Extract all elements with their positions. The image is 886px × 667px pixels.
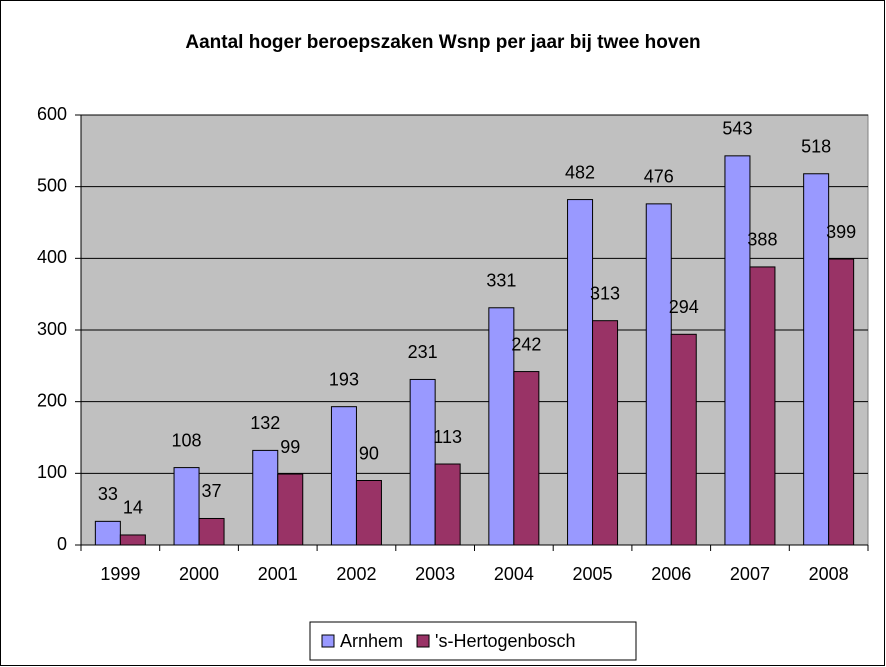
legend-label: Arnhem [340, 631, 403, 651]
x-tick-label: 2008 [809, 564, 849, 584]
bar [94, 520, 121, 546]
y-tick-label: 400 [37, 247, 67, 267]
y-tick-label: 100 [37, 462, 67, 482]
x-tick-label: 2002 [336, 564, 376, 584]
bar [513, 371, 540, 546]
value-label: 193 [329, 369, 359, 389]
value-label: 242 [511, 334, 541, 354]
y-tick-label: 600 [37, 104, 67, 124]
x-tick-label: 2001 [258, 564, 298, 584]
x-tick-label: 2003 [415, 564, 455, 584]
bar [252, 449, 279, 546]
bar [803, 173, 830, 546]
bar [828, 258, 855, 546]
bar [277, 473, 304, 546]
bar [330, 406, 357, 546]
value-label: 331 [486, 271, 516, 291]
bar [567, 199, 594, 546]
x-tick-label: 2006 [651, 564, 691, 584]
x-tick-label: 2000 [179, 564, 219, 584]
bar [119, 534, 146, 546]
bar [173, 467, 200, 546]
value-label: 99 [280, 437, 300, 457]
x-tick-label: 2005 [573, 564, 613, 584]
x-tick-label: 2004 [494, 564, 534, 584]
bar [724, 155, 751, 546]
legend-label: 's-Hertogenbosch [435, 631, 576, 651]
legend-box [309, 621, 637, 661]
bar [488, 307, 515, 546]
value-label: 482 [565, 162, 595, 182]
value-label: 543 [722, 119, 752, 139]
value-label: 37 [202, 481, 222, 501]
value-label: 113 [433, 427, 462, 447]
value-label: 90 [359, 443, 379, 463]
value-label: 132 [250, 413, 280, 433]
value-label: 388 [747, 230, 777, 250]
bar [592, 320, 619, 546]
x-tick-label: 2007 [730, 564, 770, 584]
value-label: 14 [123, 498, 143, 518]
y-tick-label: 500 [37, 175, 67, 195]
value-label: 399 [826, 222, 856, 242]
legend-swatch [416, 634, 430, 648]
value-label: 294 [669, 297, 699, 317]
bar [355, 480, 382, 546]
y-tick-label: 200 [37, 390, 67, 410]
bar [409, 378, 436, 546]
y-tick-label: 0 [57, 534, 67, 554]
bar [645, 203, 672, 546]
x-tick-label: 1999 [100, 564, 140, 584]
bar [670, 333, 697, 546]
value-label: 313 [590, 283, 620, 303]
value-label: 108 [172, 430, 202, 450]
value-label: 33 [98, 484, 118, 504]
value-label: 476 [644, 167, 674, 187]
bar [198, 517, 225, 546]
chart-title: Aantal hoger beroepszaken Wsnp per jaar … [185, 32, 700, 53]
y-tick-label: 300 [37, 319, 67, 339]
bar [434, 463, 461, 546]
legend-swatch [321, 634, 335, 648]
value-label: 518 [801, 137, 831, 157]
bar [749, 266, 776, 546]
value-label: 231 [408, 342, 438, 362]
